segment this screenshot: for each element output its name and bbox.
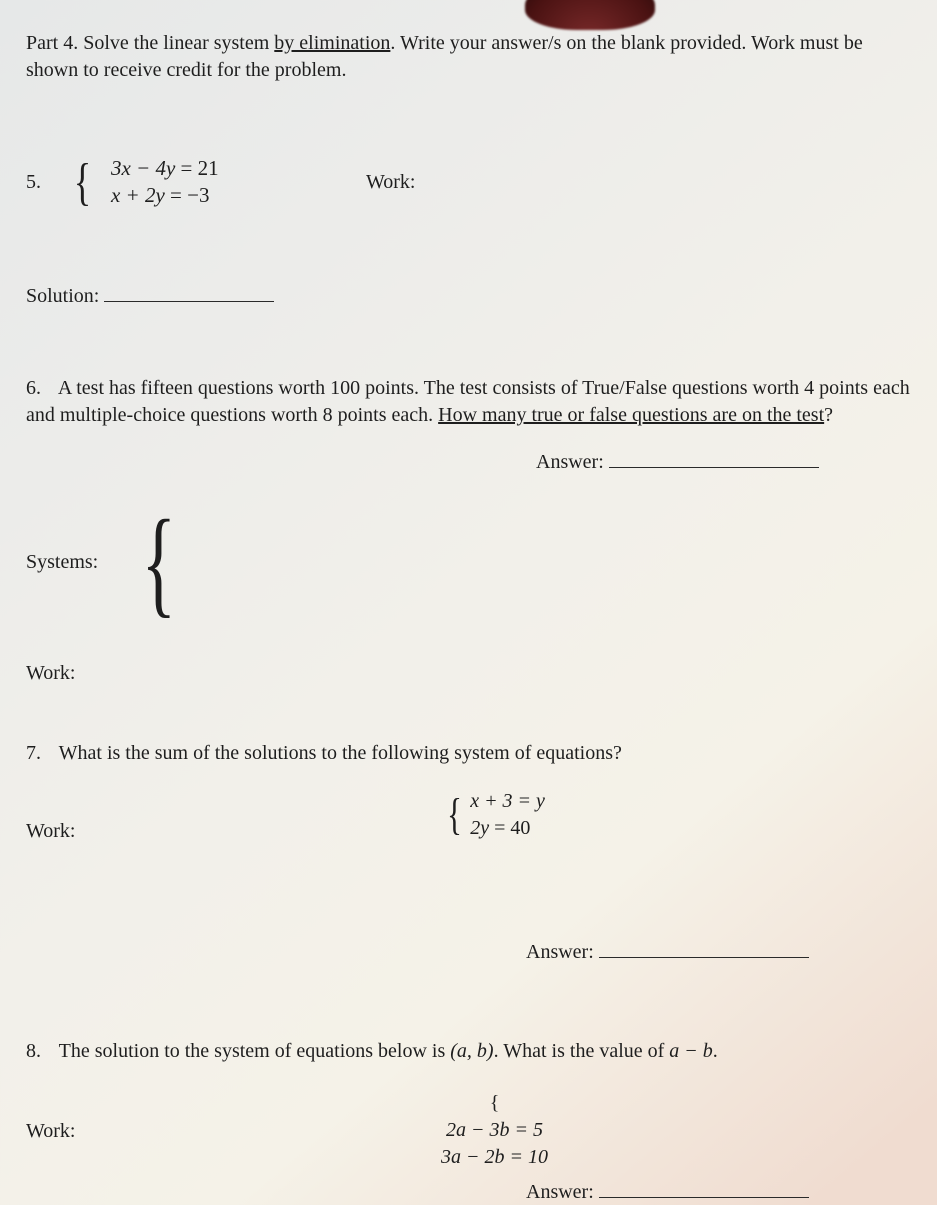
q5-eq1-lhs: 3x − 4y bbox=[111, 156, 175, 180]
q8-expr: a − b bbox=[669, 1040, 713, 1062]
q8-answer-blank[interactable] bbox=[599, 1176, 809, 1198]
q6-work-label: Work: bbox=[26, 660, 911, 687]
q8-work-label: Work: bbox=[26, 1118, 911, 1145]
q7-answer-blank[interactable] bbox=[599, 936, 809, 958]
brace-icon: { bbox=[490, 1092, 500, 1114]
q5-eq2: x + 2y = −3 bbox=[111, 182, 219, 209]
q5-number: 5. bbox=[26, 169, 54, 196]
problem-6: 6. A test has fifteen questions worth 10… bbox=[26, 375, 911, 429]
q6-text-u: How many true or false questions are on … bbox=[438, 404, 824, 426]
problem-7: 7. What is the sum of the solutions to t… bbox=[26, 740, 911, 767]
q5-solution-blank[interactable] bbox=[104, 280, 274, 302]
q7-answer-label: Answer: bbox=[526, 941, 594, 963]
q6-number: 6. bbox=[26, 375, 54, 402]
q8-number: 8. bbox=[26, 1038, 54, 1065]
finger-shadow bbox=[525, 0, 655, 30]
instructions: Part 4. Solve the linear system by elimi… bbox=[26, 30, 911, 84]
q8-answer-label: Answer: bbox=[526, 1181, 594, 1203]
q6-text-b: ? bbox=[824, 404, 833, 426]
by-elimination: by elimination bbox=[274, 32, 390, 54]
q6-answer-label: Answer: bbox=[536, 451, 604, 473]
q5-solution-row: Solution: bbox=[26, 280, 911, 310]
q5-eq2-lhs: x + 2y bbox=[111, 183, 165, 207]
instr-text-a: Solve the linear system bbox=[83, 32, 274, 54]
q5-eq2-rhs: = −3 bbox=[170, 183, 209, 207]
q6-answer-blank[interactable] bbox=[609, 446, 819, 468]
q5-work-label: Work: bbox=[366, 169, 416, 196]
q7-eq1: x + 3 = y bbox=[470, 788, 545, 815]
q5-system: 3x − 4y = 21 x + 2y = −3 bbox=[111, 155, 219, 210]
q8-pair: (a, b) bbox=[450, 1040, 493, 1062]
q5-eq1: 3x − 4y = 21 bbox=[111, 155, 219, 182]
systems-label: Systems: bbox=[26, 549, 98, 576]
q7-number: 7. bbox=[26, 740, 54, 767]
big-brace-icon: { bbox=[142, 520, 177, 604]
q5-eq1-rhs: = 21 bbox=[181, 156, 219, 180]
q6-systems-row: Systems: { bbox=[26, 520, 911, 604]
q8-text-a: The solution to the system of equations … bbox=[59, 1040, 451, 1062]
q8-text-b: . What is the value of bbox=[494, 1040, 670, 1062]
q7-prompt: What is the sum of the solutions to the … bbox=[59, 742, 622, 764]
problem-5: 5. { 3x − 4y = 21 x + 2y = −3 Work: bbox=[26, 155, 911, 210]
q7-work-label: Work: bbox=[26, 818, 911, 845]
part-label: Part 4. bbox=[26, 32, 78, 54]
problem-8: 8. The solution to the system of equatio… bbox=[26, 1038, 911, 1065]
q8-text-c: . bbox=[713, 1040, 718, 1062]
q8-eq2: 3a − 2b = 10 bbox=[26, 1144, 937, 1171]
solution-label: Solution: bbox=[26, 285, 99, 307]
brace-icon: { bbox=[74, 162, 91, 204]
